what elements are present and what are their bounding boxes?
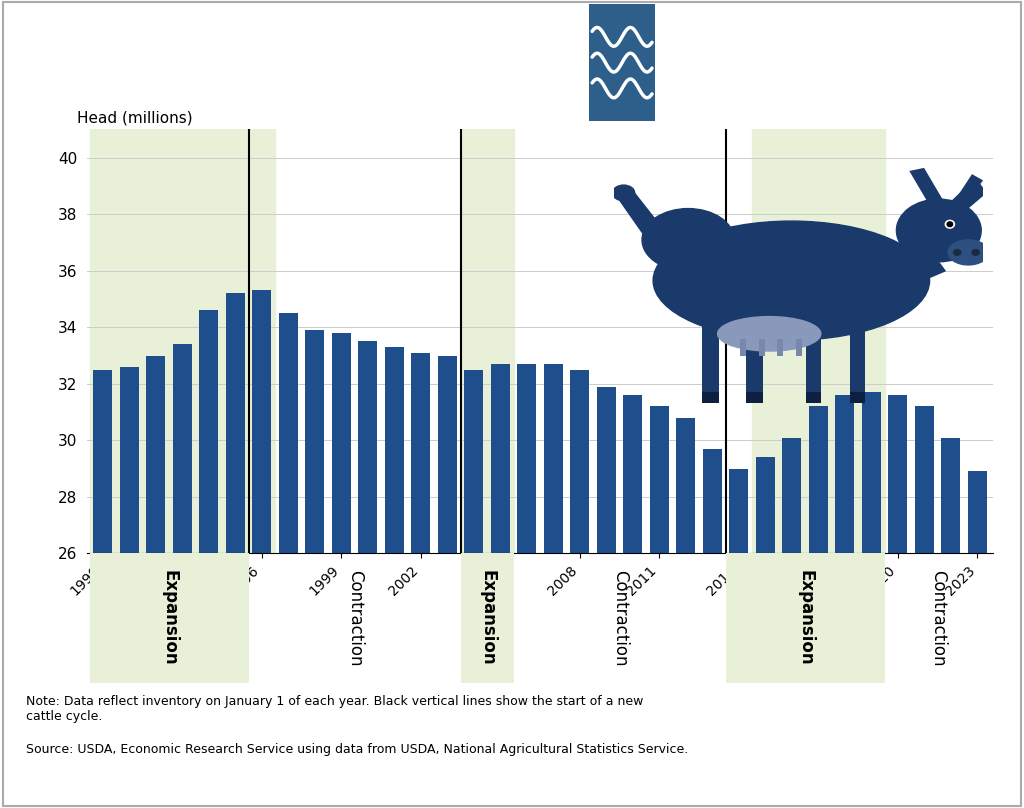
Text: USDA: USDA <box>609 30 675 50</box>
Bar <box>544 364 563 808</box>
Text: Source: USDA, Economic Research Service using data from USDA, National Agricultu: Source: USDA, Economic Research Service … <box>26 743 688 756</box>
Bar <box>120 367 139 808</box>
Ellipse shape <box>972 250 979 255</box>
Bar <box>677 418 695 808</box>
Bar <box>412 352 430 808</box>
Bar <box>438 356 457 808</box>
Bar <box>517 364 537 808</box>
Bar <box>729 469 749 808</box>
Text: Contraction: Contraction <box>346 570 364 667</box>
Bar <box>570 370 590 808</box>
Bar <box>756 457 775 808</box>
Bar <box>862 393 881 808</box>
Polygon shape <box>618 190 670 249</box>
Polygon shape <box>950 177 987 215</box>
Bar <box>650 406 669 808</box>
Ellipse shape <box>896 199 981 262</box>
Ellipse shape <box>953 250 961 255</box>
Text: Head (millions): Head (millions) <box>77 110 193 125</box>
Ellipse shape <box>612 185 635 200</box>
Bar <box>702 322 719 402</box>
Bar <box>200 310 218 808</box>
Bar <box>146 356 166 808</box>
Bar <box>461 129 514 553</box>
Text: Contraction: Contraction <box>610 570 629 667</box>
Bar <box>305 330 325 808</box>
Bar <box>702 392 719 402</box>
Bar <box>968 472 987 808</box>
Ellipse shape <box>945 221 954 228</box>
Bar <box>850 322 865 402</box>
Bar <box>850 392 865 402</box>
Bar <box>90 129 275 553</box>
Bar <box>782 438 802 808</box>
Text: phases, 1990–2023: phases, 1990–2023 <box>26 78 281 102</box>
Bar <box>746 322 763 402</box>
Text: Contraction: Contraction <box>929 570 946 667</box>
Bar <box>777 339 783 356</box>
Ellipse shape <box>718 317 821 351</box>
Bar <box>624 395 642 808</box>
Text: U.S. beef cow inventory and cattle cycle: U.S. beef cow inventory and cattle cycle <box>26 28 562 52</box>
Ellipse shape <box>947 222 952 226</box>
Bar <box>173 344 191 808</box>
Bar <box>702 449 722 808</box>
Bar <box>796 339 802 356</box>
Polygon shape <box>953 174 983 205</box>
Polygon shape <box>880 246 946 290</box>
Bar <box>806 392 821 402</box>
Bar <box>836 395 854 808</box>
Bar <box>941 438 961 808</box>
Ellipse shape <box>653 221 930 340</box>
Ellipse shape <box>948 240 988 265</box>
Bar <box>809 406 828 808</box>
Bar <box>332 333 351 808</box>
Text: Economic Research Service: Economic Research Service <box>671 31 899 49</box>
Bar <box>753 129 885 553</box>
Polygon shape <box>909 168 942 202</box>
Text: Note: Data reflect inventory on January 1 of each year. Black vertical lines sho: Note: Data reflect inventory on January … <box>26 695 643 723</box>
Bar <box>806 322 821 402</box>
Ellipse shape <box>642 208 734 271</box>
Bar <box>279 314 298 808</box>
Text: U.S. DEPARTMENT OF AGRICULTURE: U.S. DEPARTMENT OF AGRICULTURE <box>671 85 857 95</box>
Bar <box>746 392 763 402</box>
Bar <box>597 387 616 808</box>
Text: Expansion: Expansion <box>478 570 497 666</box>
Bar <box>464 370 483 808</box>
Text: Expansion: Expansion <box>796 570 814 666</box>
Text: Expansion: Expansion <box>160 570 178 666</box>
Bar <box>93 370 113 808</box>
Bar <box>759 339 765 356</box>
Bar <box>889 395 907 808</box>
Bar <box>358 342 378 808</box>
Bar <box>385 347 403 808</box>
Bar <box>226 293 245 808</box>
Bar <box>740 339 746 356</box>
Bar <box>252 291 271 808</box>
Bar <box>490 364 510 808</box>
Bar <box>914 406 934 808</box>
